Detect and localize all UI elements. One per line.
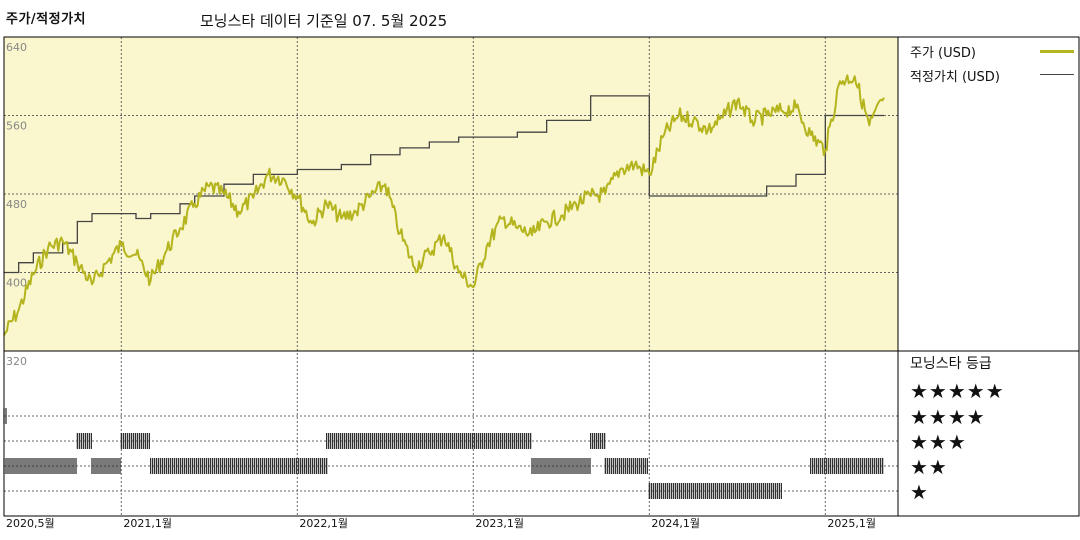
legend-fair-value-swatch (1040, 74, 1074, 75)
rating-3-bar-2 (150, 458, 328, 474)
rating-2-stars: ★★ (910, 455, 948, 479)
rating-3-stars: ★★★ (910, 430, 967, 454)
y-axis-labels: 640 560 480 400 320 (6, 41, 27, 368)
rating-3-bar-5 (810, 458, 884, 474)
legend-price-label: 주가 (USD) (910, 46, 976, 61)
rating-3-bar-3 (531, 458, 591, 474)
legend-price: 주가 (USD) (910, 42, 976, 61)
price-line (3, 74, 885, 336)
y-tick-label-480: 480 (6, 198, 27, 211)
x-tick-label-0: 2020,5월 (6, 517, 55, 530)
rating-4-bar-2 (326, 433, 532, 449)
x-tick-label-3: 2023,1월 (475, 517, 524, 530)
y-tick-label-560: 560 (6, 120, 27, 133)
rating-1-star: ★ (910, 480, 929, 504)
rating-history (3, 408, 884, 499)
legend-fair-value-label: 적정가치 (USD) (910, 70, 1000, 85)
x-tick-label-2: 2022,1월 (299, 517, 348, 530)
x-tick-label-4: 2024,1월 (651, 517, 700, 530)
outer-frame (3, 36, 1080, 517)
x-axis-labels: 2020,5월 2021,1월 2022,1월 2023,1월 2024,1월 2025,… (6, 517, 876, 530)
rating-3-bar-1 (91, 458, 121, 474)
legend-price-swatch (1040, 50, 1074, 53)
chart-frame (3, 36, 1080, 517)
y-tick-label-320: 320 (6, 355, 27, 368)
chart-subtitle: 모닝스타 데이터 기준일 07. 5월 2025 (200, 12, 448, 30)
rating-4-stars: ★★★★ (910, 405, 986, 429)
legend-fair-value: 적정가치 (USD) (910, 66, 1000, 85)
price-plot-background (4, 37, 898, 351)
chart-label-left: 주가/적정가치 (6, 12, 87, 27)
fair-value-line (4, 95, 884, 274)
y-tick-label-640: 640 (6, 41, 27, 54)
rating-4-bar-1 (120, 433, 150, 449)
x-tick-label-1: 2021,1월 (123, 517, 172, 530)
rating-3-bar-0 (3, 458, 77, 474)
y-tick-label-400: 400 (6, 277, 27, 290)
rating-5-stars: ★★★★★ (910, 379, 1005, 403)
x-tick-label-5: 2025,1월 (827, 517, 876, 530)
rating-4-bar-3 (590, 433, 606, 449)
rating-title: 모닝스타 등급 (910, 356, 992, 372)
rating-2-bar-0 (648, 483, 782, 499)
rating-4-bar-0 (76, 433, 92, 449)
rating-3-bar-4 (604, 458, 648, 474)
